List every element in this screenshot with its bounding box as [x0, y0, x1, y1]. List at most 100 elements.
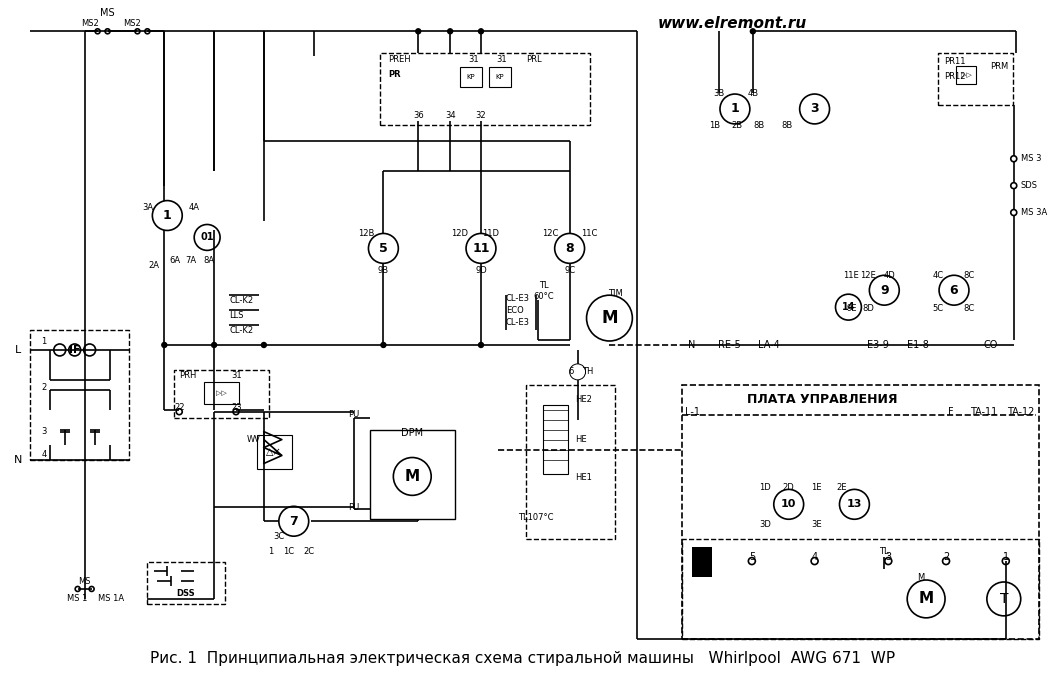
Text: TL: TL [539, 281, 548, 289]
Text: 8D: 8D [862, 304, 875, 313]
Text: 3D: 3D [759, 520, 771, 528]
Text: 1D: 1D [759, 483, 771, 492]
Text: 9B: 9B [378, 266, 388, 275]
Text: T: T [1000, 592, 1008, 606]
Bar [371, 430, 455, 519]
Text: TL107°C: TL107°C [518, 513, 553, 522]
Text: KP: KP [496, 74, 504, 80]
Text: 2B: 2B [732, 121, 742, 130]
Text: L: L [15, 345, 21, 355]
Text: 2: 2 [41, 383, 46, 392]
Text: M: M [602, 309, 617, 327]
Text: 13: 13 [846, 499, 862, 509]
Bar [682, 539, 1038, 639]
Bar [29, 330, 129, 460]
Text: HE2: HE2 [575, 395, 592, 405]
Text: TIM: TIM [608, 289, 623, 298]
Text: 9C: 9C [564, 266, 575, 275]
Text: CL-K2: CL-K2 [229, 326, 253, 334]
Text: PR12: PR12 [944, 72, 966, 80]
Text: M: M [918, 573, 925, 582]
Text: 5C: 5C [932, 304, 944, 313]
Text: 31: 31 [468, 54, 480, 64]
Text: 23: 23 [232, 403, 243, 412]
Text: 11: 11 [472, 242, 489, 255]
Circle shape [751, 29, 755, 34]
Bar [460, 67, 482, 87]
Text: 8: 8 [565, 242, 574, 255]
Bar [174, 370, 269, 417]
Text: PU: PU [348, 410, 359, 419]
Text: MS2: MS2 [124, 19, 142, 28]
Bar [956, 66, 975, 84]
Text: 6: 6 [949, 284, 959, 297]
Text: ▷▷: ▷▷ [215, 390, 227, 396]
Text: M: M [404, 469, 420, 484]
Bar [682, 385, 1038, 639]
Text: MS 1A: MS 1A [99, 595, 125, 603]
Text: E1-8: E1-8 [907, 340, 929, 350]
Text: 32: 32 [476, 112, 486, 121]
Text: 14: 14 [842, 302, 855, 312]
Text: MS: MS [79, 577, 91, 586]
Circle shape [212, 343, 216, 347]
Text: 8B: 8B [753, 121, 764, 130]
Text: PR11: PR11 [944, 57, 966, 65]
Text: 34: 34 [445, 112, 456, 121]
Text: PR: PR [388, 69, 401, 78]
Bar [147, 562, 225, 604]
Text: 9E: 9E [846, 304, 857, 313]
Text: MS 1: MS 1 [67, 595, 88, 603]
Text: N: N [14, 454, 22, 464]
Text: 3: 3 [41, 427, 46, 436]
Text: WV: WV [247, 435, 261, 444]
Text: SDS: SDS [1021, 181, 1037, 190]
Circle shape [261, 343, 267, 347]
Circle shape [381, 343, 386, 347]
Bar [204, 382, 239, 404]
Text: MS 3A: MS 3A [1021, 208, 1047, 217]
Text: 4B: 4B [748, 89, 758, 97]
Circle shape [54, 344, 66, 356]
Text: 22: 22 [174, 403, 185, 412]
Text: CO: CO [984, 340, 999, 350]
Text: 7A: 7A [186, 256, 196, 265]
Text: 3E: 3E [812, 520, 822, 528]
Text: 2D: 2D [783, 483, 795, 492]
Text: 8B: 8B [781, 121, 793, 130]
Text: E3-9: E3-9 [867, 340, 889, 350]
Bar [257, 434, 292, 469]
Text: 4A: 4A [189, 203, 200, 212]
Bar [692, 547, 712, 577]
Text: DSS: DSS [176, 590, 194, 599]
Text: 31: 31 [497, 54, 507, 64]
Text: PRL: PRL [526, 54, 542, 64]
Text: 11E: 11E [843, 271, 859, 280]
Text: PRH: PRH [180, 371, 196, 381]
Text: 5: 5 [379, 242, 387, 255]
Text: 6A: 6A [170, 256, 181, 265]
Text: Рис. 1  Принципиальная электрическая схема стиральной машины   Whirlpool  AWG 67: Рис. 1 Принципиальная электрическая схем… [150, 651, 896, 666]
Circle shape [447, 29, 453, 34]
Text: 2E: 2E [836, 483, 846, 492]
Text: 1: 1 [163, 209, 172, 222]
Text: 3A: 3A [142, 203, 153, 212]
Text: RE-5: RE-5 [717, 340, 740, 350]
Text: MS 3: MS 3 [1021, 155, 1042, 163]
Text: 6: 6 [694, 552, 700, 562]
Text: 2A: 2A [149, 261, 160, 270]
Text: 4C: 4C [932, 271, 944, 280]
Bar [543, 405, 568, 475]
Text: 36: 36 [413, 112, 423, 121]
Text: F: F [948, 407, 953, 417]
Text: 4D: 4D [883, 271, 896, 280]
Circle shape [416, 29, 421, 34]
Text: 11D: 11D [482, 229, 500, 238]
Text: 5: 5 [749, 552, 755, 562]
Text: 1: 1 [731, 102, 739, 116]
Bar [380, 53, 589, 125]
Text: 1: 1 [41, 338, 46, 347]
Text: ПЛАТА УПРАВЛЕНИЯ: ПЛАТА УПРАВЛЕНИЯ [747, 393, 898, 407]
Text: 1C: 1C [284, 547, 294, 556]
Text: △×: △× [266, 447, 281, 456]
